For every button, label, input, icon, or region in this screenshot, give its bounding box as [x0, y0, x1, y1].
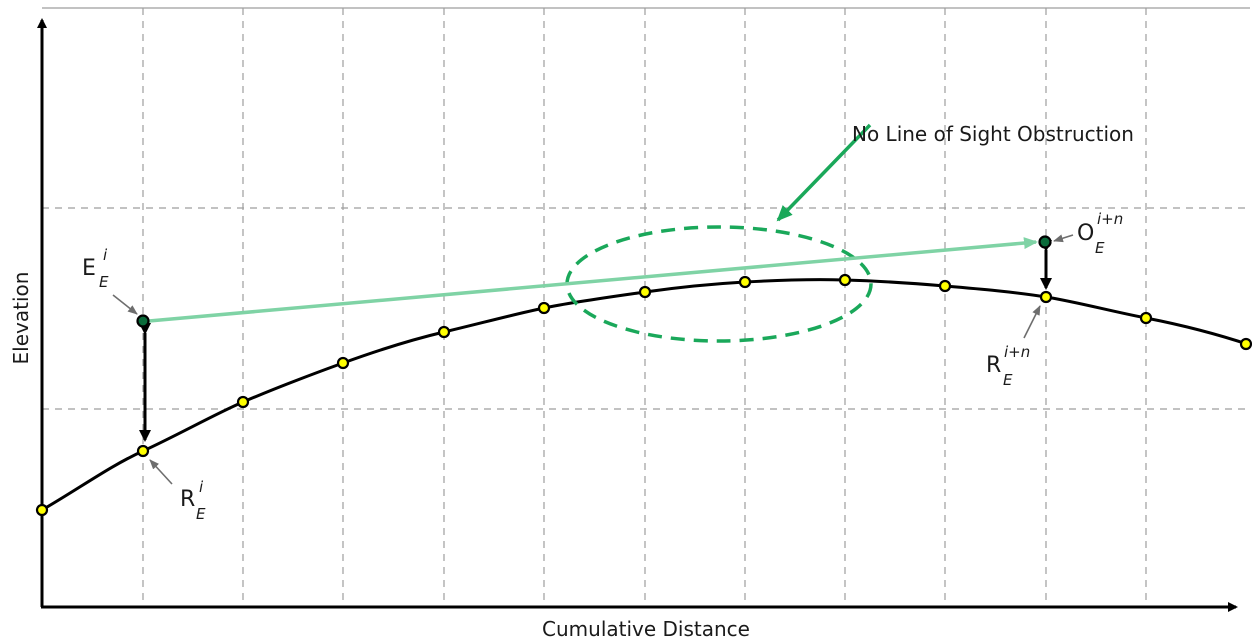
- sample-point: [437, 325, 451, 339]
- pointer-ground-end: [1023, 305, 1041, 339]
- callout-text: No Line of Sight Obstruction: [852, 122, 1134, 146]
- pointer-observer: [1053, 234, 1074, 243]
- sample-point: [638, 285, 652, 299]
- sample-point: [136, 444, 150, 458]
- label-eye-sub: E: [99, 273, 109, 291]
- sample-point: [336, 356, 350, 370]
- callout-arrow: [776, 123, 872, 222]
- label-ground-end-sup: i+n: [1004, 343, 1030, 361]
- sample-point: [838, 273, 852, 287]
- x-axis-title: Cumulative Distance: [542, 617, 750, 641]
- observer-point: [1038, 235, 1052, 249]
- sight-line: [148, 237, 1038, 323]
- pointer-eye: [112, 294, 138, 315]
- grid: [42, 8, 1250, 606]
- label-observer-sup: i+n: [1097, 210, 1123, 228]
- sample-point: [236, 395, 250, 409]
- label-observer-base: O: [1077, 221, 1094, 246]
- label-ground-end-sub: E: [1003, 371, 1013, 389]
- sample-point: [537, 301, 551, 315]
- pointer-ground-start: [149, 459, 173, 485]
- label-observer: O i+n E: [1077, 210, 1123, 257]
- sample-points: [35, 273, 1252, 517]
- label-eye-sup: i: [103, 246, 108, 264]
- label-eye: E i E: [82, 246, 109, 291]
- sample-point: [1039, 290, 1053, 304]
- label-ground-start: R i E: [180, 478, 206, 523]
- label-eye-base: E: [82, 256, 96, 281]
- label-ground-end: R i+n E: [986, 343, 1030, 389]
- label-ground-end-base: R: [986, 353, 1001, 378]
- label-ground-start-sub: E: [196, 505, 206, 523]
- sample-point: [738, 275, 752, 289]
- sample-point: [35, 503, 49, 517]
- label-observer-sub: E: [1095, 239, 1105, 257]
- label-ground-start-base: R: [180, 487, 195, 512]
- sample-point: [938, 279, 952, 293]
- label-ground-start-sup: i: [199, 478, 204, 496]
- y-axis-title: Elevation: [9, 272, 33, 365]
- sample-point: [1239, 337, 1252, 351]
- sample-point: [1139, 311, 1153, 325]
- eye-point: [136, 314, 150, 328]
